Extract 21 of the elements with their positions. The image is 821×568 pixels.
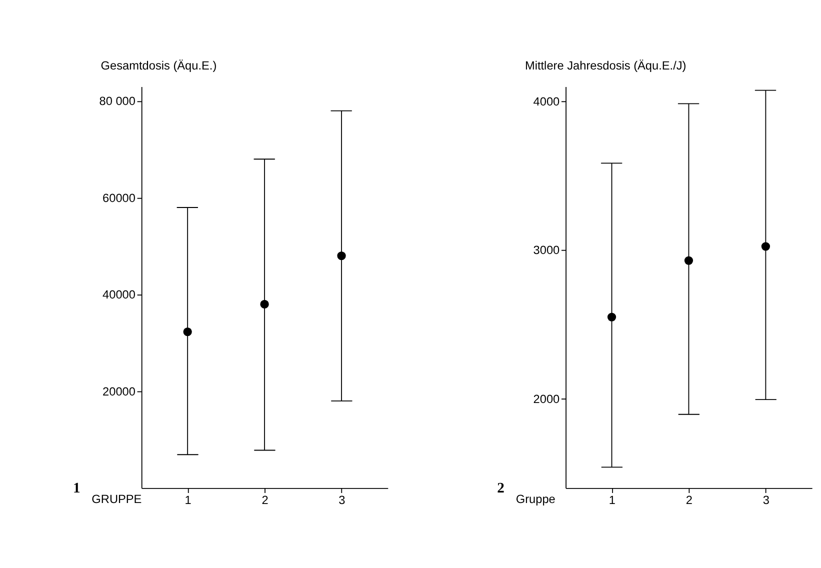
point [684, 256, 694, 265]
x-tick-label: 2 [262, 492, 268, 507]
x-axis-title: Gruppe [516, 492, 556, 506]
y-tick-label: 4000 [533, 94, 560, 109]
text: 1 [72, 480, 80, 497]
x-tick-label: 3 [338, 492, 346, 507]
text: 2 [497, 480, 504, 497]
y-tick-label: 40000 [102, 288, 136, 302]
y-tick-label: 80 000 [99, 94, 136, 108]
x-tick-label: 3 [762, 492, 770, 507]
x-axis-title: GRUPPE [92, 492, 142, 506]
y-axis-title: Mittlere Jahresdosis (Äqu.E./J) [524, 58, 686, 73]
y-axis-title: Gesamtdosis (Äqu.E.) [100, 58, 217, 73]
y-tick-label: 2000 [533, 392, 560, 406]
x-tick-label: 1 [184, 492, 192, 507]
y-tick-label: 60000 [102, 190, 136, 205]
x-tick-label: 2 [686, 492, 692, 507]
point [607, 312, 616, 322]
y-tick-label: 20000 [102, 384, 136, 398]
x-tick-label: 1 [608, 492, 616, 507]
y-tick-label: 3000 [533, 243, 560, 258]
